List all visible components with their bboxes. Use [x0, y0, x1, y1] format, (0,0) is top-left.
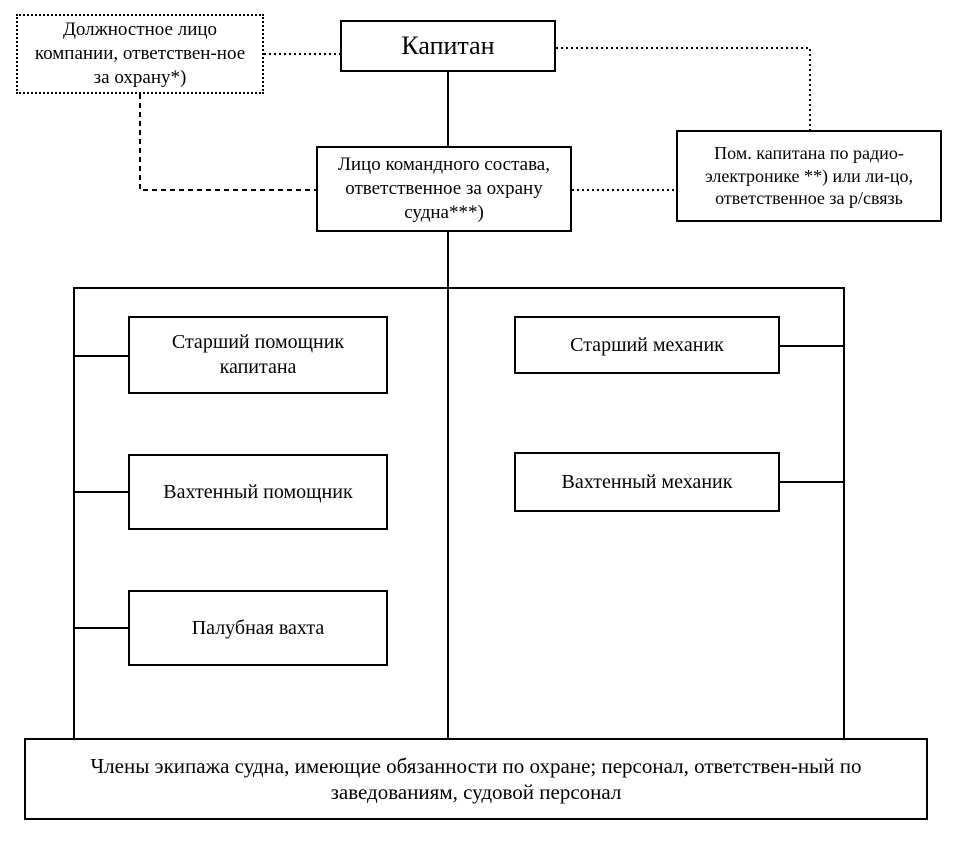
- node-security_officer: Лицо командного состава, ответственное з…: [316, 146, 572, 232]
- diagram-canvas: Должностное лицо компании, ответствен-но…: [0, 0, 954, 852]
- node-watch_mate: Вахтенный помощник: [128, 454, 388, 530]
- edge-2: [140, 94, 316, 190]
- node-deck_watch: Палубная вахта: [128, 590, 388, 666]
- node-captain: Капитан: [340, 20, 556, 72]
- node-watch_engineer: Вахтенный механик: [514, 452, 780, 512]
- edge-1: [556, 48, 810, 130]
- node-crew: Члены экипажа судна, имеющие обязанности…: [24, 738, 928, 820]
- node-radio_officer: Пом. капитана по радио-электронике **) и…: [676, 130, 942, 222]
- node-company_officer: Должностное лицо компании, ответствен-но…: [16, 14, 264, 94]
- node-chief_mate: Старший помощник капитана: [128, 316, 388, 394]
- node-chief_engineer: Старший механик: [514, 316, 780, 374]
- edges-layer: [0, 0, 954, 852]
